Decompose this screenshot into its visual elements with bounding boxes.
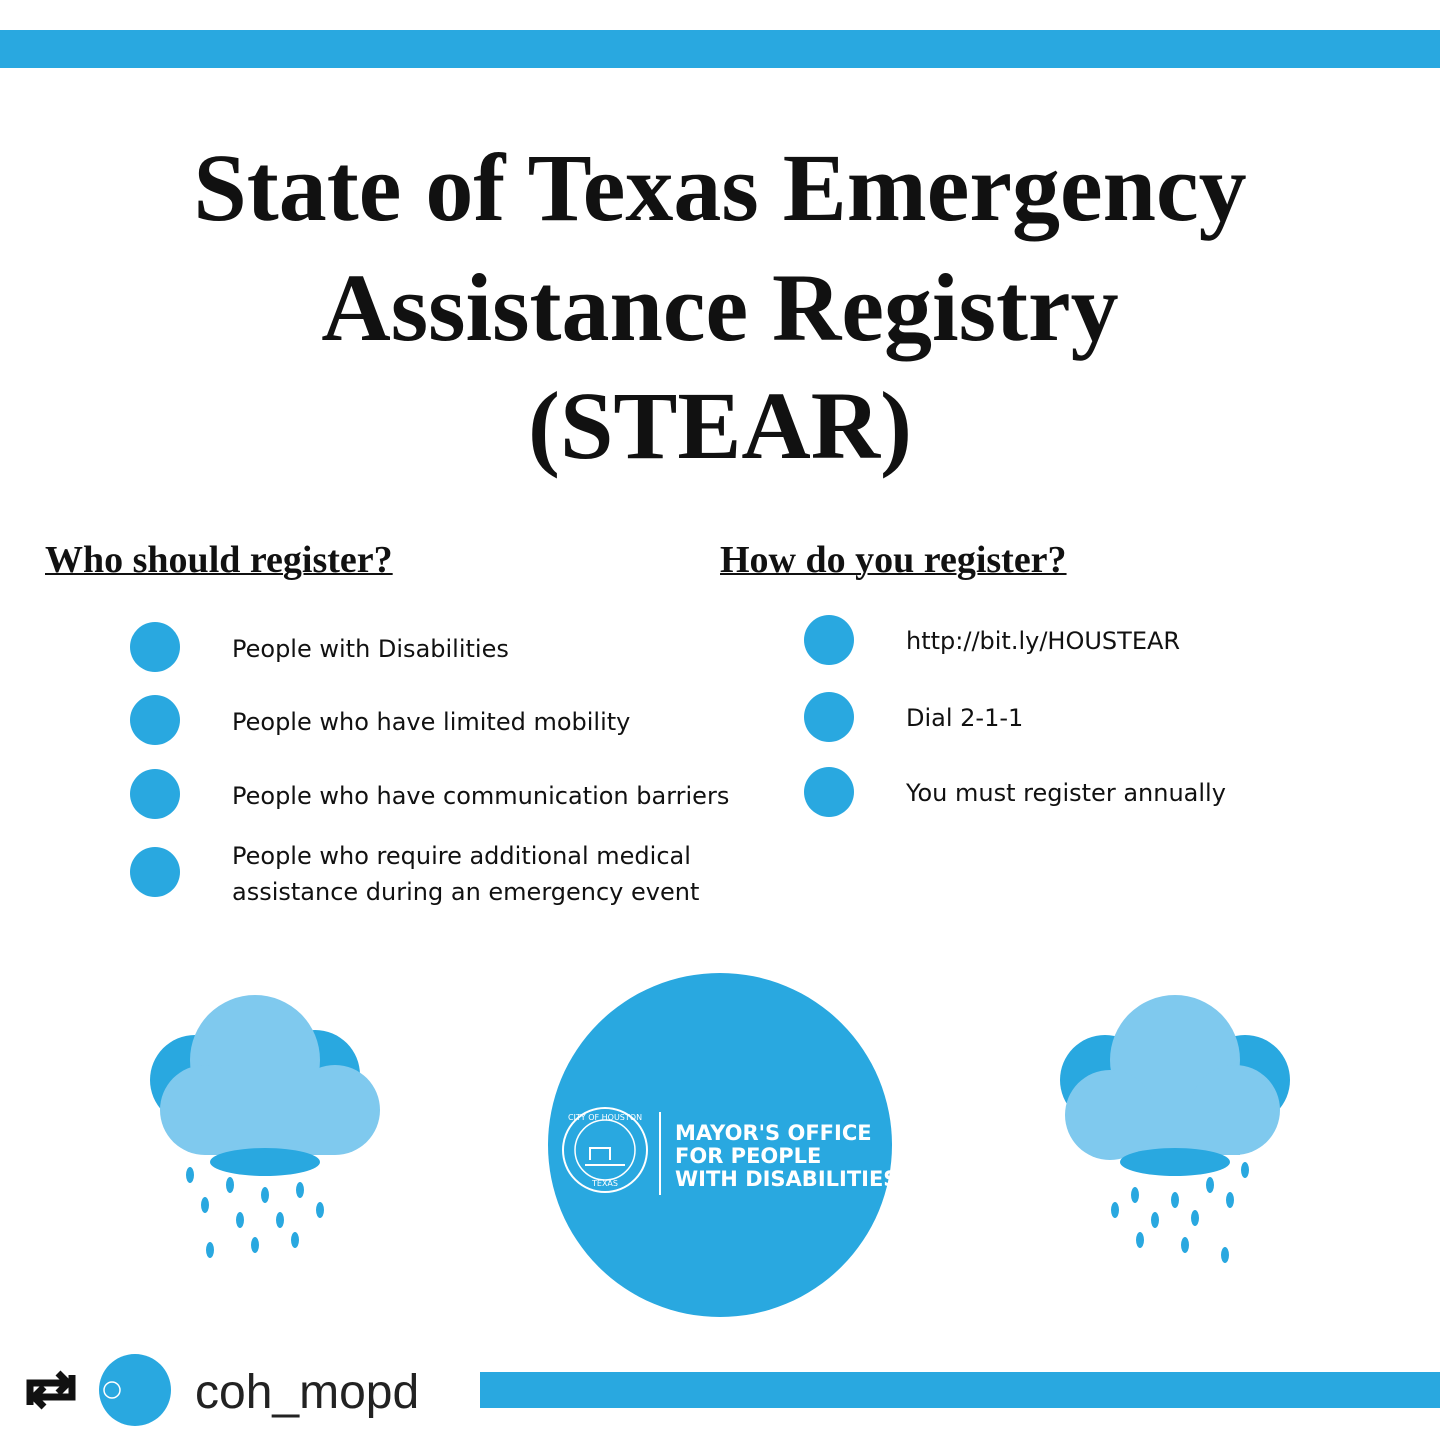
section-heading: How do you register? xyxy=(720,539,1067,581)
rain-cloud xyxy=(150,995,380,1258)
section-heading: Who should register? xyxy=(45,539,393,581)
title-line: State of Texas Emergency xyxy=(193,134,1247,241)
rain-cloud xyxy=(1060,995,1290,1263)
list-item: You must register annually xyxy=(906,779,1226,807)
title-line: (STEAR) xyxy=(527,372,913,479)
top-bar xyxy=(0,30,1440,68)
bottom-bar xyxy=(480,1372,1440,1408)
list-item: Dial 2-1-1 xyxy=(906,704,1024,732)
title-line: Assistance Registry xyxy=(321,254,1119,361)
logo-text: WITH DISABILITIES xyxy=(675,1167,899,1191)
avatar-seal xyxy=(103,1381,121,1399)
logo-text: MAYOR'S OFFICE xyxy=(675,1121,872,1145)
avatar xyxy=(99,1354,171,1426)
logo-text: FOR PEOPLE xyxy=(675,1144,822,1168)
list-item: People who have limited mobility xyxy=(232,708,631,736)
list-item: People who have communication barriers xyxy=(232,782,730,810)
seal xyxy=(562,1107,648,1193)
bullets xyxy=(130,615,854,897)
logo-circle xyxy=(548,973,892,1317)
list-item: People with Disabilities xyxy=(232,635,509,663)
username: coh_mopd xyxy=(195,1366,419,1419)
seal-text: CITY OF HOUSTON xyxy=(568,1113,642,1122)
list-item: People who require additional medical as… xyxy=(232,842,700,906)
seal-text: TEXAS xyxy=(591,1179,618,1188)
list-item: http://bit.ly/HOUSTEAR xyxy=(906,627,1181,655)
repost-icon xyxy=(26,1370,76,1410)
